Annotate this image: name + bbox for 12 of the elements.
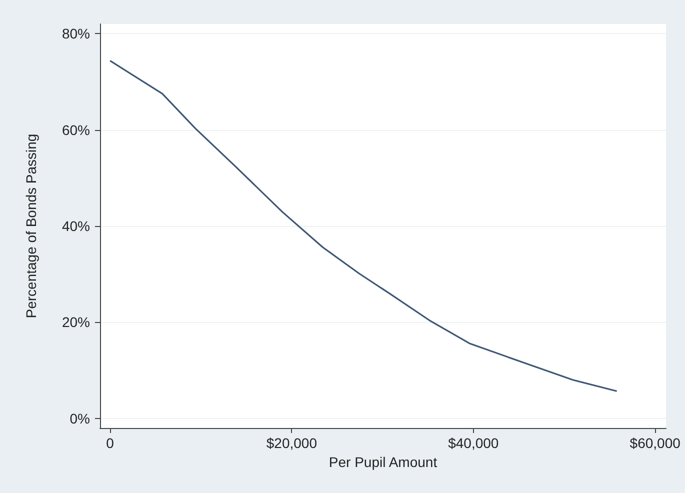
line-series	[110, 60, 618, 392]
x-tick-label: 0	[106, 435, 114, 451]
x-tick-label: $20,000	[266, 435, 318, 451]
x-tick-label: $60,000	[630, 435, 681, 451]
y-tick-label: 20%	[62, 314, 90, 330]
y-axis-title: Percentage of Bonds Passing	[23, 134, 39, 318]
y-tick-label: 80%	[62, 26, 90, 42]
y-tick-label: 40%	[62, 218, 90, 234]
y-tick-label: 0%	[70, 410, 90, 426]
y-tick-label: 60%	[62, 122, 90, 138]
x-axis-title: Per Pupil Amount	[328, 454, 438, 470]
x-tick-label: $40,000	[448, 435, 499, 451]
